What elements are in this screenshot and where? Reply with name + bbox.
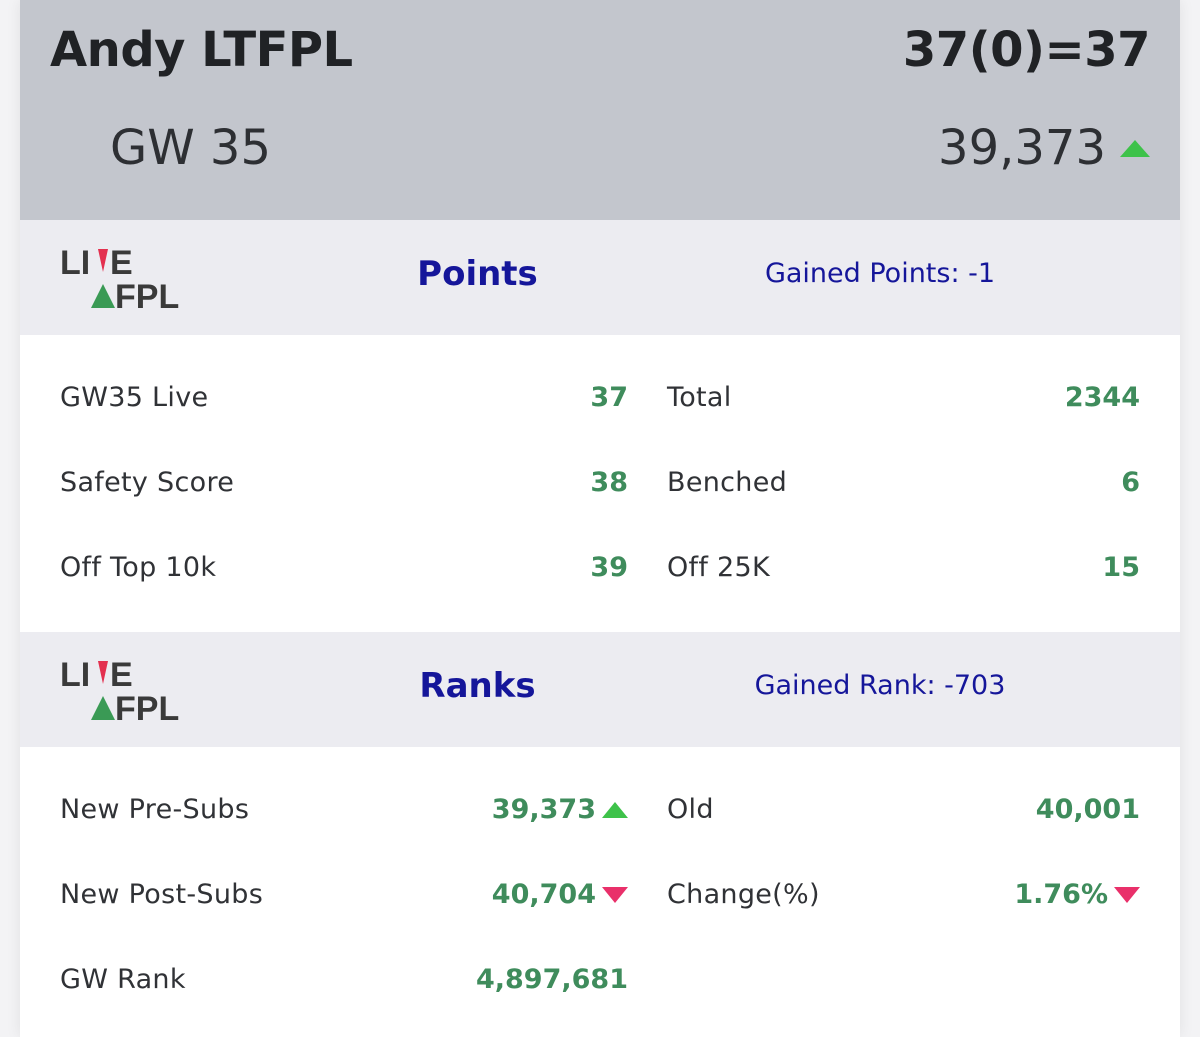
stat-value: 39 (590, 552, 628, 583)
logo-green-a (91, 696, 115, 720)
triangle-down-icon (1114, 886, 1140, 903)
gained-points: Gained Points: -1 (764, 258, 996, 289)
stat-row: New Pre-Subs 39,373 Old 40,001 (20, 767, 1180, 852)
stat-row: New Post-Subs 40,704 Change(%) 1.76% (20, 852, 1180, 937)
stat-value: 37 (590, 382, 628, 413)
stat-label: New Post-Subs (60, 879, 264, 910)
gained-rank: Gained Rank: -703 (754, 670, 1006, 701)
points-title: Points (417, 254, 538, 294)
stat-value: 4,897,681 (475, 964, 628, 995)
points-section-header: LI E FPL Points Gained Points: -1 (20, 220, 1180, 335)
fpl-live-card: Andy LTFPL 37(0)=37 GW 35 39,373 LI E FP… (20, 0, 1180, 1037)
logo-text-fpl: FPL (115, 690, 179, 726)
logo-red-v (98, 661, 108, 684)
stat-label: Total (667, 382, 732, 413)
logo-text-li: LI (60, 244, 90, 282)
stat-value: 1.76% (1014, 879, 1108, 910)
ranks-section-header: LI E FPL Ranks Gained Rank: -703 (20, 632, 1180, 747)
stat-label: Benched (667, 467, 788, 498)
stat-label: Change(%) (667, 879, 820, 910)
stat-label: GW35 Live (60, 382, 209, 413)
stat-value: 2344 (1064, 382, 1140, 413)
stat-label: Off Top 10k (60, 552, 217, 583)
stat-label: Off 25K (667, 552, 771, 583)
triangle-up-icon (1120, 139, 1150, 157)
stat-row: Off Top 10k 39 Off 25K 15 (20, 525, 1180, 610)
stat-label: New Pre-Subs (60, 794, 250, 825)
logo-text-li: LI (60, 656, 90, 694)
stat-value: 38 (590, 467, 628, 498)
manager-name: Andy LTFPL (50, 22, 353, 78)
stat-label: Old (667, 794, 714, 825)
gameweek-label: GW 35 (110, 120, 271, 176)
manager-header: Andy LTFPL 37(0)=37 GW 35 39,373 (20, 0, 1180, 220)
logo-red-v (98, 249, 108, 272)
stat-label: Safety Score (60, 467, 235, 498)
logo-text-e: E (110, 656, 133, 694)
stat-value: 40,001 (1035, 794, 1140, 825)
stat-row: GW35 Live 37 Total 2344 (20, 355, 1180, 440)
stat-row: GW Rank 4,897,681 (20, 937, 1180, 1022)
triangle-up-icon (602, 801, 628, 818)
triangle-down-icon (602, 886, 628, 903)
livefpl-logo: LI E FPL (60, 244, 179, 314)
stat-label: GW Rank (60, 964, 186, 995)
stat-row: Safety Score 38 Benched 6 (20, 440, 1180, 525)
live-rank: 39,373 (938, 120, 1150, 176)
stat-value: 15 (1102, 552, 1140, 583)
stat-value: 6 (1121, 467, 1140, 498)
livefpl-logo: LI E FPL (60, 656, 179, 726)
stat-value: 40,704 (491, 879, 596, 910)
score-summary: 37(0)=37 (902, 22, 1151, 78)
logo-text-fpl: FPL (115, 278, 179, 314)
ranks-title: Ranks (419, 666, 536, 706)
live-rank-value: 39,373 (938, 120, 1106, 176)
logo-text-e: E (110, 244, 133, 282)
stat-value: 39,373 (491, 794, 596, 825)
logo-green-a (91, 284, 115, 308)
